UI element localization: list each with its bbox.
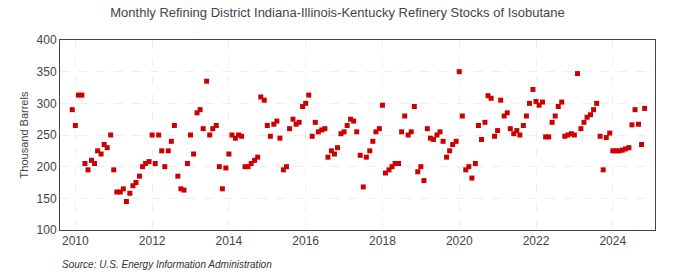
svg-text:300: 300 <box>37 97 57 111</box>
svg-text:2018: 2018 <box>369 234 396 248</box>
svg-text:2012: 2012 <box>139 234 166 248</box>
svg-text:2014: 2014 <box>216 234 243 248</box>
svg-text:2010: 2010 <box>62 234 89 248</box>
svg-text:350: 350 <box>37 65 57 79</box>
svg-text:2024: 2024 <box>599 234 626 248</box>
svg-text:400: 400 <box>37 33 57 47</box>
svg-text:100: 100 <box>37 223 57 237</box>
svg-text:2022: 2022 <box>523 234 550 248</box>
svg-text:Thousand Barrels: Thousand Barrels <box>18 91 30 178</box>
svg-text:2020: 2020 <box>446 234 473 248</box>
svg-text:Monthly Refining District Indi: Monthly Refining District Indiana-Illino… <box>110 5 565 20</box>
svg-text:250: 250 <box>37 128 57 142</box>
svg-text:200: 200 <box>37 160 57 174</box>
svg-text:Source: U.S. Energy Informatio: Source: U.S. Energy Information Administ… <box>62 259 272 270</box>
svg-text:150: 150 <box>37 192 57 206</box>
svg-text:2016: 2016 <box>292 234 319 248</box>
